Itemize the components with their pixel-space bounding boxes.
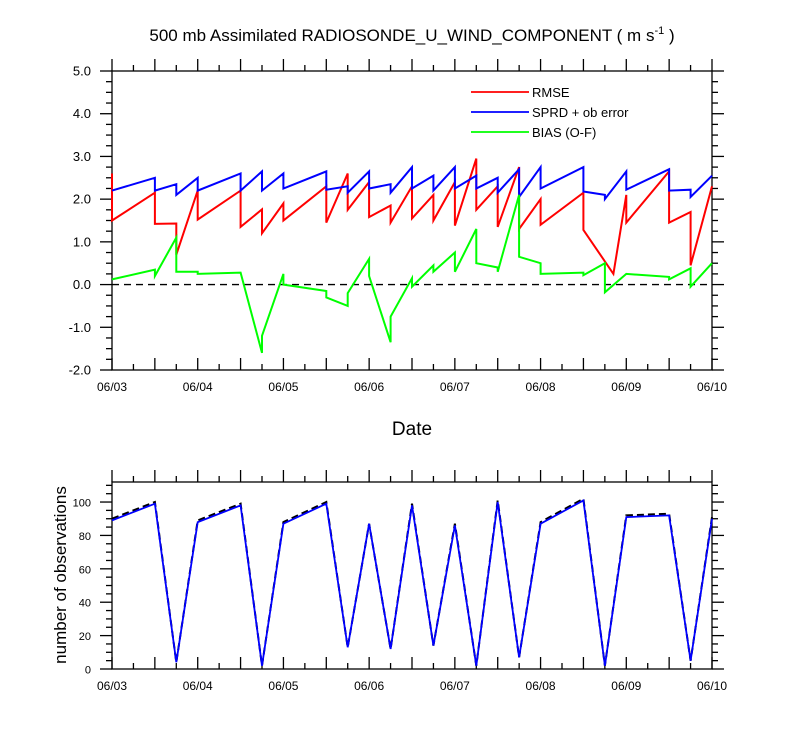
top-y-tick-label-2: 0.0 [73,277,91,292]
top-y-tick-label-3: 1.0 [73,234,91,249]
legend-label-sprd: SPRD + ob error [532,105,629,120]
bottom-x-tick-label-3: 06/06 [354,679,384,693]
bottom-x-tick-label-5: 06/08 [526,679,556,693]
legend-label-rmse: RMSE [532,85,570,100]
top-x-tick-label-1: 06/04 [183,380,213,394]
bottom-axis-ticks [100,470,724,670]
bottom-x-tick-label-6: 06/09 [611,679,641,693]
bottom-x-tick-labels: 06/03 06/04 06/05 06/06 06/07 06/08 06/09 06/10 [97,679,727,693]
top-y-tick-label-7: 5.0 [73,64,91,79]
top-x-tick-label-3: 06/06 [354,380,384,394]
top-x-tick-labels: 06/03 06/04 06/05 06/06 06/07 06/08 06/09 06/10 [97,380,727,394]
x-axis-label: Date [392,419,432,440]
chart-title: 500 mb Assimilated RADIOSONDE_U_WIND_COM… [149,25,674,45]
bottom-x-tick-label-2: 06/05 [268,679,298,693]
obs-possible-line [111,497,713,666]
top-x-tick-label-2: 06/05 [268,380,298,394]
bottom-x-tick-label-7: 06/10 [697,679,727,693]
y-axis-label-observations: number of observations [51,486,70,664]
bottom-y-tick-label-2: 40 [79,598,91,610]
top-series [111,158,713,354]
top-y-tick-label-5: 3.0 [73,149,91,164]
top-y-tick-label-0: -2.0 [69,363,91,378]
top-x-tick-label-7: 06/10 [697,380,727,394]
bottom-y-tick-label-3: 60 [79,564,91,576]
bottom-y-tick-label-5: 100 [73,498,91,510]
bottom-y-tick-label-1: 20 [79,631,91,643]
legend: RMSE SPRD + ob error BIAS (O-F) [471,85,629,140]
bottom-x-tick-label-1: 06/04 [183,679,213,693]
bottom-y-tick-label-4: 80 [79,531,91,543]
bottom-y-tick-label-0: 0 [85,665,91,677]
bottom-x-tick-label-4: 06/07 [440,679,470,693]
top-panel: -2.0-1.00.01.02.03.04.05.0 06/03 06/04 06/… [69,59,727,440]
rmse-series-line [111,158,713,277]
top-y-tick-label-6: 4.0 [73,106,91,121]
sprd-series-line [111,163,713,203]
top-x-tick-label-6: 06/09 [611,380,641,394]
top-x-tick-label-0: 06/03 [97,380,127,394]
top-x-tick-label-5: 06/08 [526,380,556,394]
legend-label-bias: BIAS (O-F) [532,125,596,140]
bottom-x-tick-label-0: 06/03 [97,679,127,693]
top-x-tick-label-4: 06/07 [440,380,470,394]
obs-used-line [111,498,713,666]
bias-series-line [111,194,713,354]
top-y-tick-label-1: -1.0 [69,320,91,335]
top-axis-ticks [100,59,724,371]
bottom-series [111,497,713,666]
bottom-y-tick-labels: 0 20 40 60 80 100 [73,498,91,677]
top-y-tick-labels: -2.0 -1.0 0.0 1.0 2.0 3.0 4.0 5.0 [69,64,91,378]
top-y-tick-label-4: 2.0 [73,192,91,207]
